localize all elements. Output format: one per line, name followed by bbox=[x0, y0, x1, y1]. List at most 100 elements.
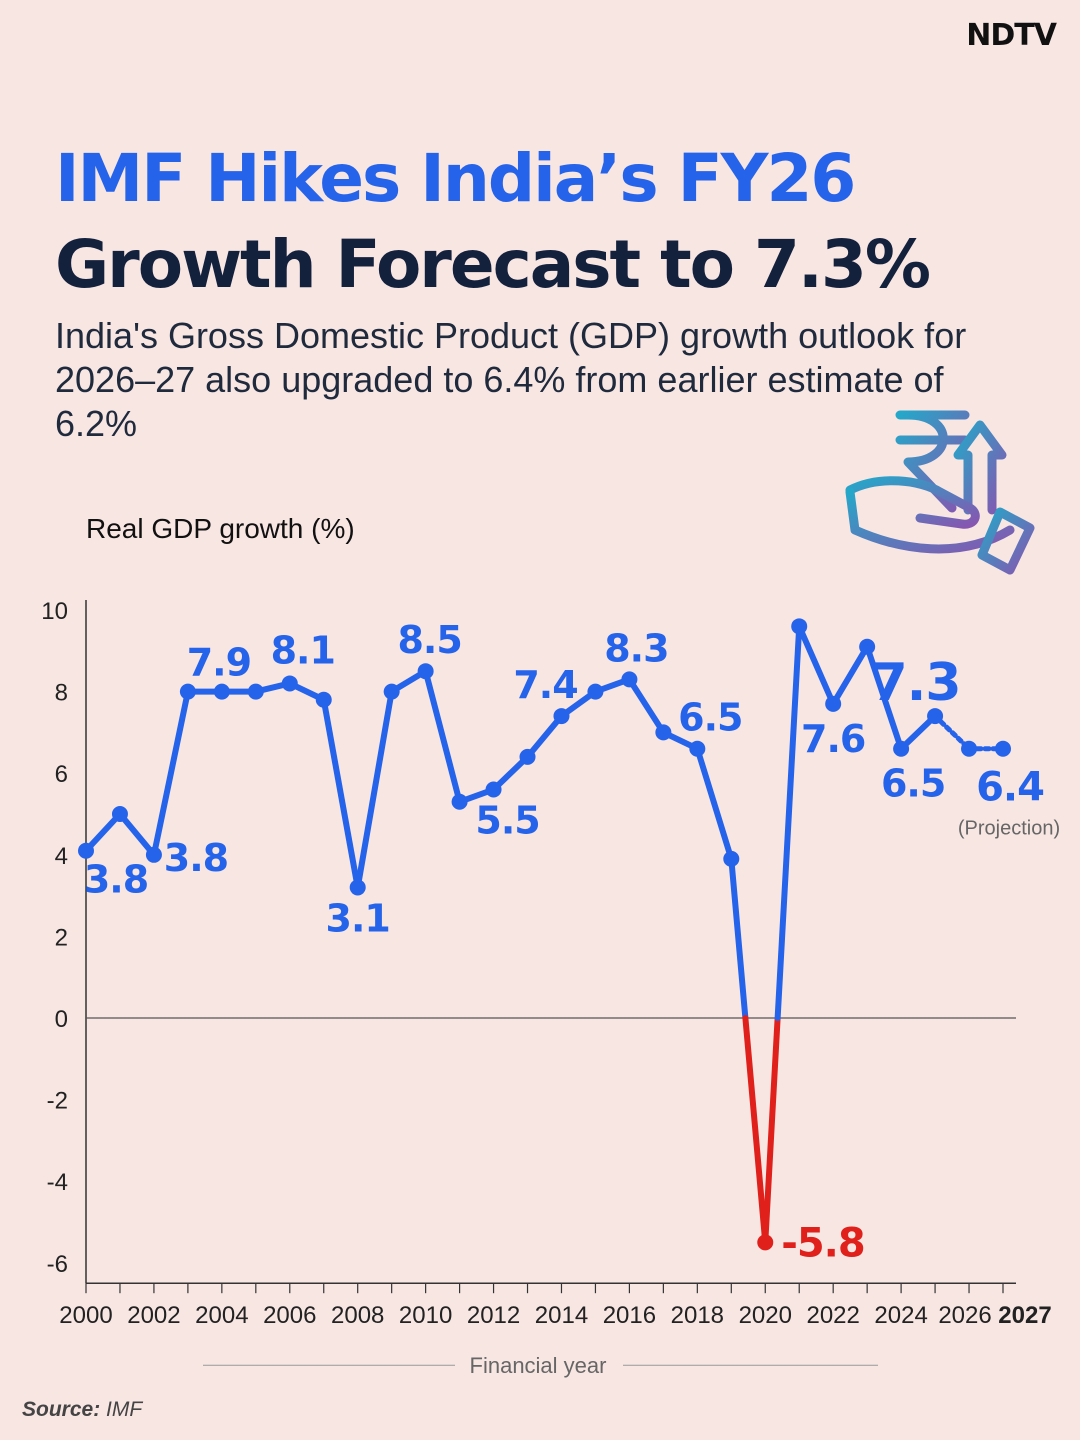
data-point bbox=[859, 638, 876, 655]
data-point bbox=[519, 748, 536, 765]
data-point bbox=[961, 740, 978, 757]
chart-axes: 10 8 6 4 2 0 -2 -4 -6 2000 2002 2004 2006 2008 2010 201… bbox=[41, 598, 1051, 1378]
line-segment bbox=[864, 643, 905, 752]
x-tick-label: 2027 bbox=[998, 1302, 1051, 1329]
data-point bbox=[383, 683, 400, 700]
x-tick-label: 2000 bbox=[59, 1302, 112, 1329]
data-label: 6.5 bbox=[678, 696, 742, 740]
data-label: 6.5 bbox=[881, 762, 945, 806]
y-axis-title: Real GDP growth (%) bbox=[86, 513, 355, 544]
line-segment bbox=[762, 1015, 781, 1246]
x-tick-label: 2022 bbox=[806, 1302, 859, 1329]
line-segment bbox=[694, 745, 735, 862]
source-label: Source: bbox=[22, 1398, 101, 1421]
y-tick-label: -6 bbox=[47, 1251, 68, 1278]
logo-text: NDTV bbox=[966, 18, 1057, 53]
y-tick-label: -2 bbox=[47, 1088, 68, 1115]
data-point bbox=[995, 740, 1011, 757]
data-point bbox=[655, 724, 672, 741]
gdp-growth-chart: 10 8 6 4 2 0 -2 -4 -6 2000 2002 2004 2006 2008 2010 201… bbox=[41, 598, 1060, 1378]
line-segment bbox=[150, 688, 191, 858]
x-tick-label: 2018 bbox=[671, 1302, 724, 1329]
data-label: 3.8 bbox=[84, 858, 148, 902]
y-tick-label: 10 bbox=[41, 598, 68, 625]
data-label: 3.8 bbox=[164, 836, 228, 880]
data-point bbox=[927, 708, 944, 725]
x-tick-label: 2004 bbox=[195, 1302, 248, 1329]
source-note: Source: IMF bbox=[22, 1398, 142, 1422]
data-point bbox=[689, 740, 706, 757]
data-point bbox=[621, 671, 638, 688]
line-segment bbox=[422, 668, 463, 805]
data-point bbox=[349, 879, 366, 896]
source-value: IMF bbox=[106, 1398, 143, 1421]
y-tick-label: 8 bbox=[55, 680, 68, 707]
data-point bbox=[587, 683, 604, 700]
line-segment bbox=[742, 1015, 769, 1246]
headline-line-2: Growth Forecast to 7.3% bbox=[55, 226, 931, 303]
x-tick-label: 2026 bbox=[938, 1302, 991, 1329]
data-label: 7.3 bbox=[872, 653, 961, 713]
line-segment bbox=[83, 811, 123, 854]
x-tick-label: 2012 bbox=[467, 1302, 520, 1329]
data-point bbox=[757, 1234, 774, 1251]
data-label: 7.9 bbox=[187, 641, 251, 685]
y-tick-label: -4 bbox=[47, 1169, 68, 1196]
data-label: -5.8 bbox=[781, 1220, 864, 1266]
x-tick-label: 2016 bbox=[603, 1302, 656, 1329]
data-point bbox=[485, 781, 502, 798]
data-point bbox=[893, 740, 910, 757]
data-point bbox=[247, 683, 264, 700]
ndtv-logo: NDTV bbox=[966, 18, 1057, 53]
y-tick-label: 2 bbox=[55, 924, 68, 951]
data-point bbox=[451, 793, 468, 810]
data-point bbox=[723, 850, 740, 867]
data-point bbox=[179, 683, 196, 700]
rupee-growth-hand-icon bbox=[845, 410, 1035, 575]
y-tick-label: 4 bbox=[55, 843, 68, 870]
data-label: 5.5 bbox=[475, 799, 539, 843]
data-label: 7.4 bbox=[513, 663, 577, 707]
x-tick-label: 2024 bbox=[874, 1302, 927, 1329]
data-point bbox=[791, 618, 808, 635]
x-tick-label: 2020 bbox=[739, 1302, 792, 1329]
headline: IMF Hikes India’s FY26 Growth Forecast t… bbox=[55, 136, 1065, 308]
line-segment bbox=[626, 676, 667, 736]
line-segment bbox=[728, 855, 749, 1021]
line-segment bbox=[116, 811, 157, 858]
data-label: 8.1 bbox=[271, 628, 335, 672]
x-tick-label: 2006 bbox=[263, 1302, 316, 1329]
data-point bbox=[78, 842, 94, 859]
data-point bbox=[213, 683, 230, 700]
chart-labels: 3.8 3.87.9 8.13.18.55.57.48.36.5-5.87.66.5… bbox=[84, 618, 1060, 1266]
data-point bbox=[145, 846, 162, 863]
data-label: 8.5 bbox=[397, 618, 461, 662]
x-tick-label: 2008 bbox=[331, 1302, 384, 1329]
line-segment bbox=[320, 696, 361, 891]
data-label: 8.3 bbox=[604, 626, 668, 670]
projection-note: (Projection) bbox=[958, 818, 1060, 840]
data-point bbox=[281, 675, 298, 692]
line-segment bbox=[774, 623, 803, 1021]
data-label: 6.4 bbox=[976, 765, 1044, 811]
x-tick-label: 2002 bbox=[127, 1302, 180, 1329]
line-segment bbox=[796, 623, 837, 707]
x-tick-label: 2014 bbox=[535, 1302, 588, 1329]
line-segment bbox=[830, 643, 871, 707]
x-axis-title: Financial year bbox=[470, 1353, 607, 1378]
y-tick-label: 0 bbox=[55, 1006, 68, 1033]
data-point bbox=[111, 806, 128, 822]
x-tick-label: 2010 bbox=[399, 1302, 452, 1329]
headline-line-1: IMF Hikes India’s FY26 bbox=[55, 140, 856, 217]
y-tick-label: 6 bbox=[55, 761, 68, 788]
data-label: 7.6 bbox=[801, 717, 865, 761]
data-point bbox=[417, 663, 434, 680]
line-segment bbox=[524, 713, 565, 760]
line-segment bbox=[354, 688, 395, 891]
data-label: 3.1 bbox=[326, 896, 390, 940]
data-point bbox=[315, 691, 332, 708]
chart-series bbox=[78, 618, 1011, 1251]
data-point bbox=[825, 695, 842, 712]
data-point bbox=[553, 708, 570, 725]
subheadline: India's Gross Domestic Product (GDP) gro… bbox=[55, 315, 967, 444]
